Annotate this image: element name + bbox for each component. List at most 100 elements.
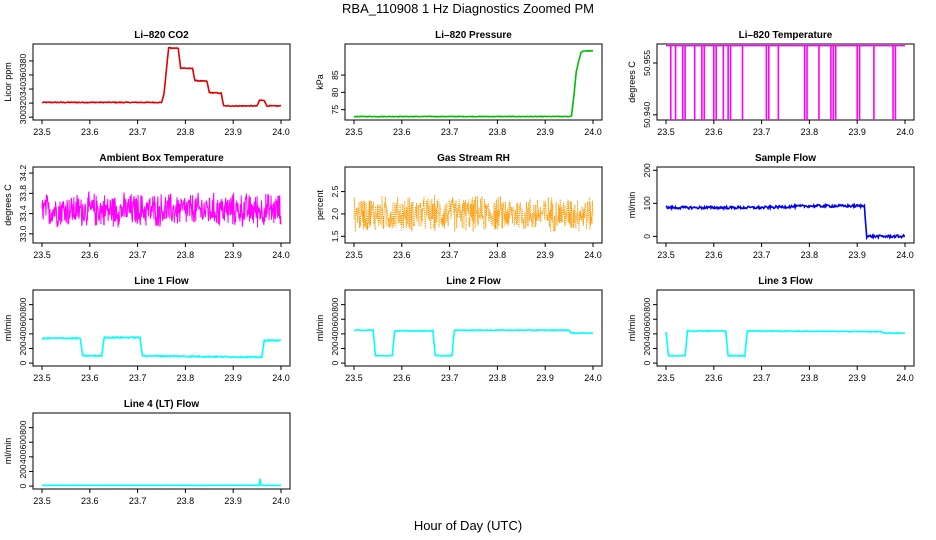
y-tick-label: 200 <box>18 341 28 355</box>
plot-frame <box>656 43 915 121</box>
y-tick-label: 200 <box>642 341 652 355</box>
y-axis-label: ml/min <box>627 192 637 219</box>
x-tick-label: 23.9 <box>224 127 242 137</box>
y-axis-label: degrees C <box>627 61 637 103</box>
panel-6: Sample Flow 23.5 23.6 23.7 23.8 23.9 24.0 0 100 2… <box>627 153 915 260</box>
x-tick-label: 23.7 <box>441 373 459 383</box>
x-tick-label: 24.0 <box>584 250 602 260</box>
y-tick-label: 2.5 <box>330 185 340 197</box>
x-tick-label: 23.5 <box>33 496 51 506</box>
y-tick-label: 33.0 <box>18 225 28 242</box>
data-series-1 <box>41 478 282 487</box>
y-tick-label: 400 <box>18 449 28 463</box>
y-tick-label: 320 <box>18 96 28 110</box>
x-tick-label: 23.6 <box>705 373 723 383</box>
x-tick-label: 23.5 <box>345 373 363 383</box>
y-tick-label: 800 <box>18 297 28 311</box>
figure-title: RBA_110908 1 Hz Diagnostics Zoomed PM <box>342 1 594 16</box>
x-tick-label: 23.7 <box>753 373 771 383</box>
panel-title: Line 3 Flow <box>758 276 813 287</box>
panel-title: Ambient Box Temperature <box>99 153 224 164</box>
x-tick-label: 23.6 <box>393 250 411 260</box>
x-tick-label: 23.8 <box>801 127 819 137</box>
x-tick-label: 24.0 <box>272 127 290 137</box>
panel-7: Line 1 Flow 23.5 23.6 23.7 23.8 23.9 24.0 0 2004… <box>3 276 291 383</box>
x-tick-label: 23.7 <box>441 250 459 260</box>
x-tick-label: 23.5 <box>345 250 363 260</box>
data-series-1 <box>41 190 282 228</box>
x-tick-label: 23.8 <box>489 250 507 260</box>
y-tick-label: 0 <box>642 234 652 239</box>
x-tick-label: 24.0 <box>584 373 602 383</box>
panel-5: Gas Stream RH 23.5 23.6 23.7 23.8 23.9 24.0 1.5… <box>315 153 603 260</box>
y-tick-label: 800 <box>18 420 28 434</box>
y-tick-label: 600 <box>18 435 28 449</box>
y-tick-label: 200 <box>18 464 28 478</box>
panel-title: Gas Stream RH <box>437 153 510 164</box>
x-tick-label: 23.8 <box>177 127 195 137</box>
y-tick-label: 100 <box>642 196 652 210</box>
y-tick-label: 400 <box>642 326 652 340</box>
y-tick-label: 34.2 <box>18 165 28 182</box>
y-tick-label: 400 <box>330 326 340 340</box>
plot-frame <box>32 412 291 490</box>
x-tick-label: 24.0 <box>272 373 290 383</box>
x-tick-label: 24.0 <box>896 250 914 260</box>
x-tick-label: 23.7 <box>129 127 147 137</box>
x-tick-label: 23.5 <box>33 373 51 383</box>
y-tick-label: 360 <box>18 68 28 82</box>
y-tick-label: 50.940 <box>642 102 652 128</box>
y-tick-label: 300 <box>18 110 28 124</box>
plot-frame <box>344 166 603 244</box>
y-axis-label: ml/min <box>627 315 637 342</box>
y-tick-label: 50.955 <box>642 50 652 76</box>
data-series-1 <box>353 195 594 233</box>
y-tick-label: 0 <box>330 360 340 365</box>
y-tick-label: 200 <box>330 341 340 355</box>
x-tick-label: 23.7 <box>129 373 147 383</box>
data-series-1 <box>665 329 906 358</box>
data-series-1 <box>665 202 906 241</box>
y-axis-label: Licor ppm <box>3 62 13 102</box>
x-tick-label: 23.8 <box>489 127 507 137</box>
panel-title: Li–820 CO2 <box>134 30 189 41</box>
plot-frame <box>32 289 291 367</box>
x-tick-label: 23.9 <box>848 127 866 137</box>
x-tick-label: 23.9 <box>536 373 554 383</box>
x-tick-label: 23.9 <box>224 496 242 506</box>
x-tick-label: 23.6 <box>81 496 99 506</box>
y-axis-label: ml/min <box>3 438 13 465</box>
x-tick-label: 23.7 <box>129 496 147 506</box>
panel-title: Line 1 Flow <box>134 276 189 287</box>
x-tick-label: 23.6 <box>705 127 723 137</box>
plot-frame <box>32 166 291 244</box>
panel-title: Line 2 Flow <box>446 276 501 287</box>
y-tick-label: 75 <box>330 105 340 115</box>
y-tick-label: 85 <box>330 70 340 80</box>
y-axis-label: degrees C <box>3 184 13 226</box>
x-axis-title: Hour of Day (UTC) <box>413 518 523 533</box>
y-tick-label: 600 <box>330 312 340 326</box>
y-tick-label: 400 <box>18 326 28 340</box>
plot-frame <box>32 43 291 121</box>
x-tick-label: 23.7 <box>753 127 771 137</box>
x-tick-label: 23.5 <box>657 373 675 383</box>
x-tick-label: 23.6 <box>81 127 99 137</box>
x-tick-label: 23.6 <box>81 373 99 383</box>
y-tick-label: 2.0 <box>330 208 340 220</box>
panel-10: Line 4 (LT) Flow 23.5 23.6 23.7 23.8 23.9 24.0… <box>3 399 291 506</box>
y-axis-label: percent <box>315 189 325 220</box>
panel-title: Sample Flow <box>755 153 816 164</box>
y-tick-label: 340 <box>18 82 28 96</box>
x-tick-label: 24.0 <box>896 127 914 137</box>
x-tick-label: 23.5 <box>657 127 675 137</box>
x-tick-label: 23.5 <box>657 250 675 260</box>
y-tick-label: 800 <box>330 297 340 311</box>
x-tick-label: 23.8 <box>177 250 195 260</box>
x-tick-label: 23.9 <box>848 373 866 383</box>
panel-4: Ambient Box Temperature 23.5 23.6 23.7 23.8 2… <box>3 153 291 260</box>
y-tick-label: 1.5 <box>330 230 340 242</box>
x-tick-label: 23.6 <box>705 250 723 260</box>
x-tick-label: 23.9 <box>848 250 866 260</box>
panel-1: Li–820 CO2 23.5 23.6 23.7 23.8 23.9 24.0 300320… <box>3 30 291 137</box>
